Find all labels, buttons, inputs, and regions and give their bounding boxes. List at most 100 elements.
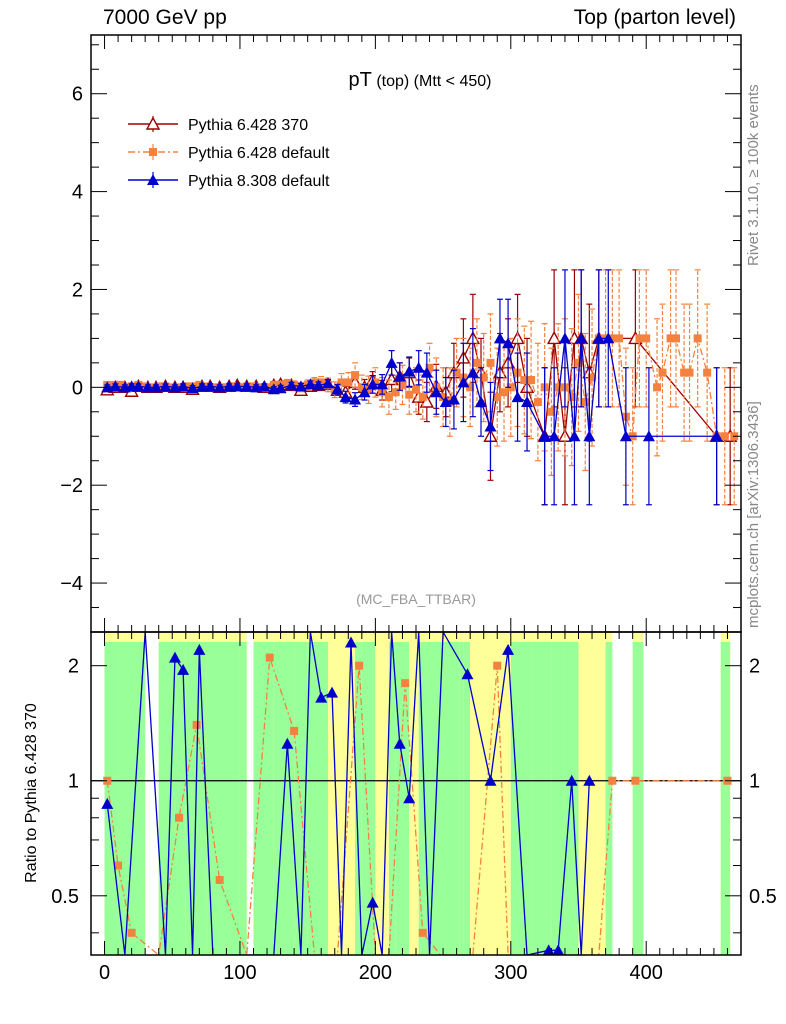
- data-point: [546, 330, 562, 345]
- data-point: [425, 363, 434, 372]
- data-point: [159, 380, 172, 392]
- ratio-point: [502, 643, 515, 655]
- ratio-y-tick-label-right: 2: [749, 656, 760, 678]
- data-point: [186, 382, 199, 394]
- ratio-point: [366, 896, 379, 908]
- header-left: 7000 GeV pp: [103, 6, 227, 29]
- data-point: [619, 430, 632, 442]
- data-point: [310, 378, 319, 387]
- band-1sigma-segment: [104, 642, 119, 955]
- data-point: [500, 388, 509, 397]
- header-right: Top (parton level): [573, 6, 736, 29]
- ratio-uncertainty-bands: [104, 632, 731, 955]
- data-point: [371, 378, 380, 387]
- ratio-point: [265, 653, 274, 662]
- data-point: [250, 381, 263, 393]
- main-y-ticks: [91, 44, 741, 633]
- data-point: [358, 386, 371, 398]
- data-point: [493, 393, 502, 402]
- y-tick-label: −4: [60, 573, 83, 595]
- band-2sigma-segment: [578, 632, 606, 955]
- data-point: [398, 380, 407, 389]
- data-point: [452, 368, 461, 377]
- ratio-point: [215, 875, 224, 884]
- data-point: [349, 393, 362, 405]
- data-point: [337, 378, 346, 387]
- ratio-y-axis-label: Ratio to Pythia 6.428 370: [23, 703, 40, 883]
- data-point: [366, 378, 379, 390]
- data-point: [439, 393, 448, 402]
- data-point: [642, 334, 651, 343]
- data-point: [608, 334, 617, 343]
- x-tick-label: 0: [99, 962, 110, 984]
- band-1sigma-segment: [395, 642, 410, 955]
- ratio-point: [168, 651, 181, 663]
- band-1sigma-segment: [463, 642, 471, 955]
- band-1sigma-segment: [632, 642, 644, 955]
- legend-marker: [147, 174, 159, 185]
- ratio-point: [193, 643, 206, 655]
- data-point: [357, 383, 366, 392]
- data-point: [223, 380, 236, 392]
- data-point: [583, 430, 596, 442]
- data-point: [548, 430, 561, 442]
- data-point: [403, 365, 416, 377]
- ratio-point: [315, 691, 328, 703]
- data-point: [554, 383, 563, 392]
- data-point: [101, 381, 114, 393]
- data-point: [283, 379, 292, 388]
- data-point: [693, 334, 702, 343]
- data-point: [376, 378, 389, 390]
- ratio-y-tick-label-right: 1: [749, 771, 760, 793]
- band-1sigma-segment: [459, 642, 464, 955]
- data-point: [384, 393, 393, 402]
- ratio-point: [484, 774, 497, 786]
- data-point: [710, 430, 723, 442]
- data-point: [274, 382, 287, 394]
- x-tick-label: 100: [223, 962, 256, 984]
- ratio-point: [418, 928, 427, 937]
- data-point: [240, 380, 253, 392]
- data-point: [420, 366, 433, 378]
- ratio-series-0: [103, 653, 732, 955]
- ratio-point: [177, 663, 190, 675]
- ratio-point: [103, 776, 112, 785]
- data-point: [493, 332, 506, 344]
- data-point: [685, 368, 694, 377]
- ratio-point: [552, 944, 565, 955]
- band-1sigma-segment: [206, 642, 240, 955]
- band-1sigma-segment: [158, 642, 186, 955]
- data-point: [568, 430, 581, 442]
- data-point: [511, 391, 524, 403]
- data-point: [168, 381, 181, 393]
- data-point: [558, 332, 571, 344]
- data-point: [304, 378, 317, 390]
- legend-marker: [149, 148, 157, 156]
- ratio-point: [583, 774, 596, 786]
- data-point: [231, 380, 244, 392]
- legend-label: Pythia 6.428 370: [188, 117, 308, 134]
- legend-entry-2: Pythia 8.308 default: [128, 172, 330, 190]
- y-tick-label: 6: [72, 84, 83, 106]
- data-point: [391, 388, 400, 397]
- data-point: [680, 368, 689, 377]
- data-point: [412, 361, 425, 373]
- ratio-point: [461, 668, 474, 680]
- data-point: [527, 375, 536, 384]
- data-point: [538, 430, 551, 442]
- y-tick-label: 0: [72, 377, 83, 399]
- data-point: [351, 371, 360, 380]
- ratio-y-tick-label-left: 0.5: [51, 886, 79, 908]
- y-tick-label: 4: [72, 182, 83, 204]
- ratio-point: [175, 813, 184, 822]
- x-axis-ticks: [90, 35, 742, 955]
- ratio-point: [290, 726, 299, 735]
- plot-title-sub: (top) (Mtt < 450): [372, 73, 492, 90]
- ratio-point: [493, 661, 502, 670]
- data-point: [666, 334, 675, 343]
- data-point: [642, 430, 655, 442]
- data-point: [672, 334, 680, 343]
- ratio-point: [127, 928, 136, 937]
- data-point: [116, 380, 125, 389]
